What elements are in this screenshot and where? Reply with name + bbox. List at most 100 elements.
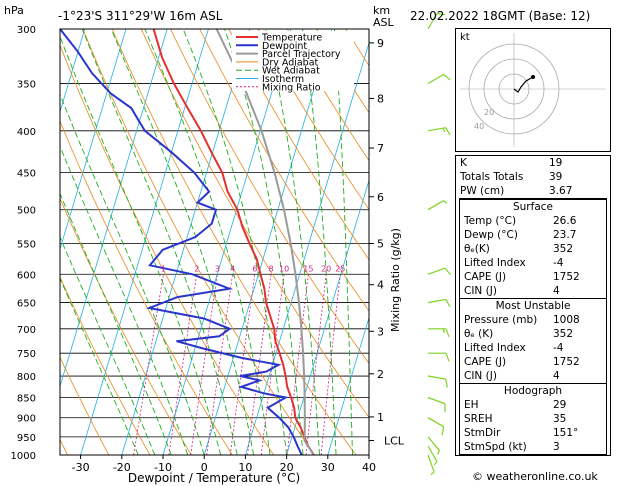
x-tick-label: -10	[154, 461, 172, 474]
indices-row-value: 4	[553, 370, 560, 382]
temperature-line	[152, 29, 315, 455]
indices-row-label: CIN (J)	[464, 285, 497, 297]
km-tick-label: 2	[377, 368, 384, 381]
parcel-trajectory-line	[215, 29, 315, 455]
mixing-ratio-label: 2	[194, 264, 199, 273]
mixing-ratio-label: 6	[252, 264, 257, 273]
wind-barb	[427, 298, 451, 308]
wind-barb-flag	[444, 403, 446, 413]
indices-row-value: 1752	[553, 271, 580, 283]
indices-row-label: Lifted Index	[464, 342, 526, 354]
hodograph: kt 20 40	[455, 28, 611, 152]
indices-row-label: θₑ(K)	[464, 243, 490, 255]
legend-background	[232, 31, 354, 91]
x-tick-label: -20	[113, 461, 131, 474]
indices-row-value: 29	[553, 399, 567, 411]
indices-row-label: CAPE (J)	[464, 356, 507, 368]
indices-row-value: 352	[553, 243, 574, 255]
pressure-tick-label: 850	[17, 394, 36, 405]
wind-barb-flag	[445, 299, 451, 308]
wet-adiabat-line	[60, 93, 205, 455]
wet-adiabat-line	[144, 29, 271, 455]
wind-barb-half-flag	[442, 127, 446, 133]
indices-row-value: 1008	[553, 314, 580, 326]
credit-text: © weatheronline.co.uk	[472, 470, 598, 483]
isotherm-line	[80, 29, 209, 455]
indices-row-value: 3.67	[549, 185, 573, 197]
mixing-ratio-label: 3	[215, 264, 220, 273]
wind-barbs	[427, 12, 451, 476]
wind-barb	[427, 267, 451, 276]
hodograph-trace	[513, 76, 534, 93]
pressure-tick-label: 500	[17, 206, 36, 217]
km-tick-label: 5	[377, 238, 384, 251]
mixing-ratio-label: 25	[335, 264, 345, 273]
isotherm-line	[203, 29, 333, 455]
wet-adiabat-line	[265, 29, 321, 455]
mixing-ratio-labels: 1 2 3 4 6 8 10 15 20 25	[161, 264, 346, 273]
legend-entry: Parcel Trajectory	[262, 49, 341, 60]
wind-barb-staff	[427, 445, 438, 462]
wind-barb-staff	[427, 200, 444, 211]
wet-adiabat-line	[110, 29, 255, 455]
wind-barb-staff	[427, 267, 446, 275]
wind-barb-staff	[427, 436, 441, 452]
indices-row-label: CIN (J)	[464, 370, 497, 382]
mixing-ratio-line	[305, 274, 327, 455]
most-unstable-section: Most Unstable Pressure (mb) 1008 θₑ (K) 352…	[459, 299, 607, 384]
dry-adiabat-line	[257, 29, 369, 211]
indices-row: PW (cm) 3.67	[456, 184, 610, 198]
km-tick-label: 6	[377, 191, 384, 204]
indices-row-label: SREH	[464, 413, 493, 425]
wind-barb	[428, 352, 450, 362]
wet-adiabat-line	[334, 29, 353, 455]
mixing-ratio-label: 10	[279, 264, 289, 273]
km-tick-label: 3	[377, 325, 384, 338]
x-axis-label: Dewpoint / Temperature (°C)	[128, 471, 300, 485]
x-tick-label: 10	[238, 461, 252, 474]
hodograph-kt-label: kt	[460, 32, 470, 43]
profile-lines	[60, 29, 315, 455]
wet-adiabat-line	[301, 29, 337, 455]
indices-row-value: 4	[553, 285, 560, 297]
isotherm-line	[60, 29, 86, 114]
indices-row: StmDir 151°	[460, 426, 606, 440]
surface-section: Surface Temp (°C) 26.6 Dewp (°C) 23.7 θₑ(K) 3…	[459, 198, 607, 299]
wind-barb	[427, 375, 448, 388]
wind-barb-staff	[427, 13, 438, 30]
wind-barb	[427, 127, 451, 136]
wind-barb-flag	[444, 267, 451, 276]
indices-row: EH 29	[460, 398, 606, 412]
x-tick-label: 0	[201, 461, 208, 474]
indices-row-value: 23.7	[553, 229, 577, 241]
pressure-tick-label: 900	[17, 414, 36, 425]
wind-barb	[427, 445, 438, 466]
surface-title: Surface	[460, 199, 606, 214]
pressure-tick-label: 950	[17, 433, 36, 444]
legend-entry: Mixing Ratio	[262, 82, 321, 93]
wind-barb-flag	[436, 12, 446, 16]
hodograph-section: Hodograph EH 29 SREH 35 StmDir 151° StmSpd (kt…	[459, 384, 607, 455]
mixing-ratio-axis-label: Mixing Ratio (g/kg)	[389, 228, 402, 332]
mixing-ratio-label: 1	[161, 264, 166, 273]
wet-adiabat-line	[60, 145, 189, 455]
legend-entry: Wet Adiabat	[262, 66, 320, 77]
legend-entry: Isotherm	[262, 74, 304, 85]
km-tick-label: 9	[377, 37, 384, 50]
wind-barb	[427, 417, 445, 436]
indices-row-label: StmDir	[464, 427, 501, 439]
hodograph-rows: EH 29 SREH 35 StmDir 151° StmSpd (kt) 3	[460, 398, 606, 454]
legend-entry: Dry Adiabat	[262, 57, 319, 68]
indices-row-label: Totals Totals	[460, 171, 524, 183]
hodograph-title: Hodograph	[503, 385, 563, 397]
pressure-tick-label: 550	[17, 240, 36, 251]
location-title: -1°23'S 311°29'W 16m ASL	[58, 9, 223, 23]
mixing-ratio-line	[206, 274, 233, 455]
wind-barb-half-flag	[430, 471, 435, 476]
indices-row: Temp (°C) 26.6	[460, 214, 606, 228]
isotherm-line	[245, 41, 369, 455]
indices-row-label: PW (cm)	[460, 185, 505, 197]
indices-row-label: Dewp (°C)	[464, 229, 518, 241]
axes: 3003504004505005506006507007508008509009…	[11, 25, 405, 474]
